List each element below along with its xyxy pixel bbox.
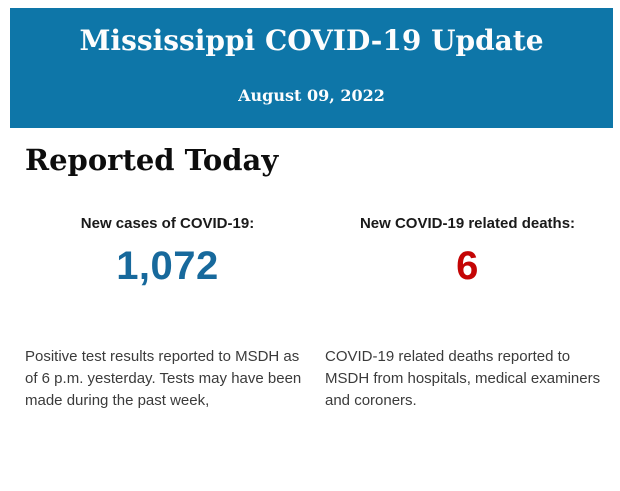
cases-description: Positive test results reported to MSDH a… xyxy=(25,348,302,409)
cases-value: 1,072 xyxy=(116,244,219,288)
cases-stat: New cases of COVID-19: 1,072 Positive te… xyxy=(25,178,310,412)
section-heading: Reported Today xyxy=(25,143,279,177)
page-title: Mississippi COVID-19 Update xyxy=(79,24,544,57)
deaths-label: New COVID-19 related deaths: xyxy=(359,215,576,232)
header-date: August 09, 2022 xyxy=(238,86,385,105)
cases-label: New cases of COVID-19: xyxy=(80,215,255,232)
deaths-stat: New COVID-19 related deaths: 6 COVID-19 … xyxy=(325,178,610,412)
main-content: Reported Today New cases of COVID-19: 1,… xyxy=(0,143,620,412)
header-banner: Mississippi COVID-19 Update August 09, 2… xyxy=(10,8,613,128)
deaths-description: COVID-19 related deaths reported to MSDH… xyxy=(325,348,601,409)
deaths-value: 6 xyxy=(456,244,479,288)
stats-grid: New cases of COVID-19: 1,072 Positive te… xyxy=(25,178,600,412)
newsletter-page: Mississippi COVID-19 Update August 09, 2… xyxy=(0,8,620,491)
